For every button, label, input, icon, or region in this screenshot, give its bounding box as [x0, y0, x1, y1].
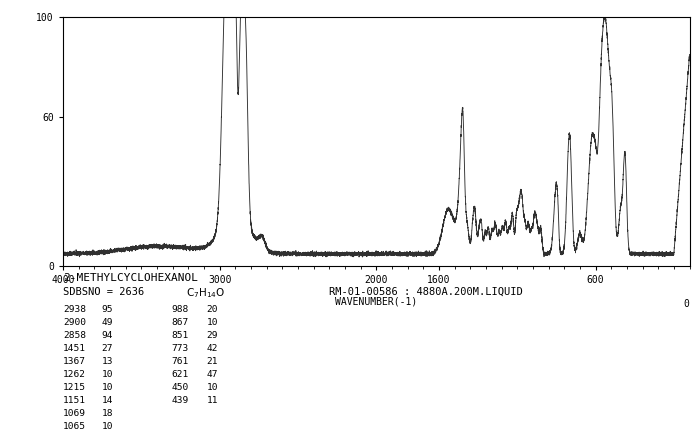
Text: 49: 49 [102, 318, 113, 327]
Text: 450: 450 [172, 383, 189, 392]
Text: 10: 10 [206, 318, 218, 327]
Text: 18: 18 [102, 409, 113, 418]
Text: 42: 42 [206, 344, 218, 353]
Text: 29: 29 [206, 331, 218, 340]
Text: 2938: 2938 [63, 305, 86, 314]
Text: 761: 761 [172, 357, 189, 366]
Text: 1451: 1451 [63, 344, 86, 353]
Text: 1069: 1069 [63, 409, 86, 418]
Text: 773: 773 [172, 344, 189, 353]
Text: WAVENUMBER(-1): WAVENUMBER(-1) [335, 296, 417, 306]
Text: 988: 988 [172, 305, 189, 314]
Text: 95: 95 [102, 305, 113, 314]
Text: 0: 0 [683, 299, 689, 309]
Text: 10: 10 [206, 383, 218, 392]
Text: 2900: 2900 [63, 318, 86, 327]
Text: 11: 11 [206, 396, 218, 405]
Text: 94: 94 [102, 331, 113, 340]
Text: 1262: 1262 [63, 370, 86, 379]
Text: 867: 867 [172, 318, 189, 327]
Text: C$_7$H$_{14}$O: C$_7$H$_{14}$O [186, 287, 225, 301]
Text: 10: 10 [102, 383, 113, 392]
Text: 20: 20 [206, 305, 218, 314]
Text: 1065: 1065 [63, 422, 86, 431]
Text: SDBSNO = 2636: SDBSNO = 2636 [63, 287, 144, 297]
Text: 21: 21 [206, 357, 218, 366]
Text: 14: 14 [102, 396, 113, 405]
Text: 47: 47 [206, 370, 218, 379]
Text: 439: 439 [172, 396, 189, 405]
Text: 1367: 1367 [63, 357, 86, 366]
Text: 2858: 2858 [63, 331, 86, 340]
Text: 27: 27 [102, 344, 113, 353]
Text: 621: 621 [172, 370, 189, 379]
Text: 851: 851 [172, 331, 189, 340]
Text: 1151: 1151 [63, 396, 86, 405]
Text: 10: 10 [102, 422, 113, 431]
Text: 2-METHYLCYCLOHEXANOL: 2-METHYLCYCLOHEXANOL [63, 273, 198, 283]
Text: 1215: 1215 [63, 383, 86, 392]
Text: 10: 10 [102, 370, 113, 379]
Text: RM-01-00586 : 4880A.200M.LIQUID: RM-01-00586 : 4880A.200M.LIQUID [329, 287, 523, 297]
Text: 13: 13 [102, 357, 113, 366]
